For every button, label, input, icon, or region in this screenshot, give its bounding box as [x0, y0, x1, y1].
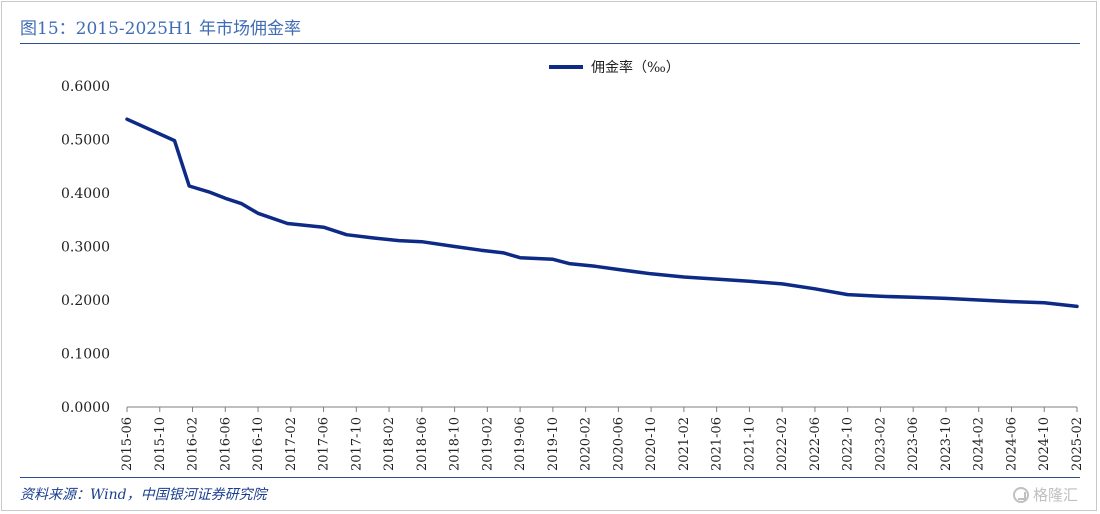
source-note: 资料来源：Wind，中国银河证券研究院 [20, 487, 267, 503]
title-rule [20, 43, 1080, 44]
x-tick-label: 2024-02 [972, 417, 987, 471]
x-tick-label: 2022-10 [841, 417, 856, 471]
x-tick-label: 2017-10 [349, 417, 364, 471]
x-tick-label: 2023-10 [939, 417, 954, 471]
y-tick-label: 0.2000 [61, 293, 110, 309]
x-tick-label: 2021-02 [677, 417, 692, 471]
x-tick-label: 2020-02 [579, 417, 594, 471]
x-tick-label: 2019-10 [546, 417, 561, 471]
watermark-text: 格隆汇 [1032, 486, 1078, 504]
x-tick-label: 2023-02 [873, 417, 888, 471]
x-axis: 2015-06 2015-10 2016-02 2016-06 2016-10 2017-… [120, 406, 1085, 471]
x-tick-label: 2017-06 [317, 417, 332, 471]
x-tick-label: 2020-06 [611, 417, 626, 471]
x-tick-label: 2025-02 [1070, 417, 1085, 471]
y-tick-label: 0.6000 [61, 79, 110, 95]
x-tick-label: 2024-06 [1004, 417, 1019, 471]
x-tick-label: 2016-02 [186, 417, 201, 471]
legend-label: 佣金率（‰） [591, 59, 680, 76]
x-tick-label: 2017-02 [284, 417, 299, 471]
x-tick-label: 2016-10 [251, 417, 266, 471]
y-tick-label: 0.4000 [61, 186, 110, 202]
watermark-logo-icon [1012, 486, 1029, 503]
x-tick-label: 2016-06 [218, 417, 233, 471]
series-line [125, 117, 1079, 309]
legend: 佣金率（‰） [549, 59, 680, 76]
page-title: 图15：2015-2025H1 年市场佣金率 [20, 19, 301, 39]
x-tick-label: 2024-10 [1037, 417, 1052, 471]
x-tick-label: 2015-06 [120, 417, 135, 471]
x-tick-label: 2023-06 [906, 417, 921, 471]
x-tick-label: 2018-06 [415, 417, 430, 471]
y-tick-label: 0.5000 [61, 133, 110, 149]
series-layer [125, 117, 1079, 309]
x-tick-label: 2019-06 [513, 417, 528, 471]
x-tick-label: 2018-10 [448, 417, 463, 471]
y-tick-label: 0.3000 [61, 240, 110, 256]
footer-rule [20, 477, 1080, 478]
x-tick-label: 2022-02 [775, 417, 790, 471]
watermark: 格隆汇 [1012, 484, 1078, 505]
x-tick-label: 2019-02 [480, 417, 495, 471]
y-tick-label: 0.1000 [61, 347, 110, 363]
x-tick-label: 2022-06 [808, 417, 823, 471]
x-tick-label: 2018-02 [382, 417, 397, 471]
x-tick-label: 2021-10 [742, 417, 757, 471]
x-tick-label: 2021-06 [710, 417, 725, 471]
y-tick-label: 0.0000 [61, 400, 110, 416]
x-tick-label: 2015-10 [153, 417, 168, 471]
y-axis: 0.6000 0.5000 0.4000 0.3000 0.2000 0.1000 0.00… [61, 79, 110, 416]
x-tick-label: 2020-10 [644, 417, 659, 471]
